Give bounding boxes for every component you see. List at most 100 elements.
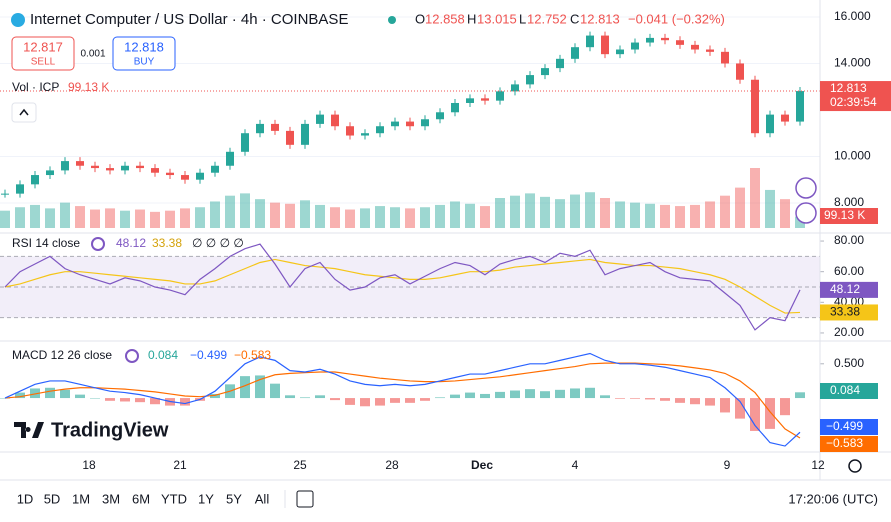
candle: [376, 126, 384, 134]
macd-histogram-bar: [705, 398, 715, 406]
candle: [676, 40, 684, 45]
ohlc-label: O: [415, 11, 425, 26]
macd-histogram-bar: [405, 398, 415, 403]
indicator-icon[interactable]: [125, 349, 139, 363]
candle: [706, 49, 714, 52]
rsi-ma-badge-text: 33.38: [830, 305, 860, 319]
candle: [586, 35, 594, 48]
sell-button[interactable]: [11, 36, 75, 71]
volume-bar: [450, 201, 460, 228]
candle: [751, 79, 759, 134]
volume-bar: [420, 207, 430, 228]
signal-badge-text: −0.583: [826, 436, 863, 450]
macd-histogram-bar: [450, 394, 460, 399]
volume-bar: [750, 168, 760, 228]
collapse-button[interactable]: [11, 102, 37, 123]
macd-histogram-bar: [240, 376, 250, 399]
volume-badge-text: 99.13 K: [824, 208, 865, 222]
timeframe-button[interactable]: 1Y: [198, 491, 214, 506]
timeframe-button[interactable]: 5D: [44, 491, 61, 506]
indicator-icon[interactable]: [91, 237, 105, 251]
candle: [796, 91, 804, 122]
macd-histogram-bar: [540, 391, 550, 399]
macd-histogram-bar: [390, 398, 400, 403]
sell-label: SELL: [31, 57, 56, 68]
symbol-title[interactable]: Internet Computer / US Dollar · 4h · COI…: [30, 11, 348, 28]
ohlc-label: C: [570, 11, 579, 26]
macd-histogram-bar: [765, 398, 775, 429]
countdown-text: 02:39:54: [830, 95, 877, 109]
rsi-legend: RSI 14 close: [12, 236, 80, 250]
symbol-logo: [11, 13, 25, 27]
timeframe-button[interactable]: All: [255, 491, 270, 506]
macd-histogram-bar: [300, 397, 310, 399]
volume-bar: [795, 216, 805, 228]
last-price-text: 12.813: [830, 81, 867, 95]
candle: [511, 84, 519, 92]
ohlc-value: 12.752: [527, 11, 567, 26]
timeframe-button[interactable]: 1M: [72, 491, 90, 506]
volume-bar: [180, 208, 190, 228]
volume-bar: [780, 199, 790, 228]
macd-histogram-bar: [60, 389, 70, 399]
volume-bar: [300, 200, 310, 228]
candle: [466, 98, 474, 103]
macd-tick-label: 0.500: [834, 356, 864, 370]
candle: [406, 121, 414, 127]
date-range-button[interactable]: [296, 490, 314, 508]
volume-bar: [105, 208, 115, 228]
macd-legend-signal: −0.583: [234, 348, 271, 362]
candle: [91, 165, 99, 169]
rsi-tick-label: 20.00: [834, 325, 864, 339]
candle: [691, 44, 699, 50]
candle: [346, 126, 354, 136]
volume-bar: [240, 193, 250, 228]
candle: [286, 130, 294, 145]
timeframe-button[interactable]: YTD: [161, 491, 187, 506]
ohlc-value: 12.813: [580, 11, 620, 26]
volume-bar: [135, 209, 145, 228]
buy-button[interactable]: [112, 36, 176, 71]
macd-legend-hist: 0.084: [148, 348, 178, 362]
volume-bar: [720, 195, 730, 228]
rsi-ma-line: [4, 258, 801, 314]
settings-button[interactable]: [848, 459, 862, 473]
volume-bar: [690, 204, 700, 228]
timeframe-button[interactable]: 5Y: [226, 491, 242, 506]
candle: [391, 121, 399, 127]
candle: [331, 114, 339, 127]
volume-bar: [570, 194, 580, 228]
price-tick-label: 14.000: [834, 56, 871, 70]
volume-legend-value: 99.13 K: [68, 80, 109, 94]
macd-histogram-bar: [555, 389, 565, 399]
alerts-button[interactable]: [795, 202, 817, 224]
macd-histogram-bar: [615, 398, 625, 399]
sell-price: 12.817: [23, 39, 63, 54]
volume-badge: [820, 208, 878, 224]
timeframe-button[interactable]: 6M: [132, 491, 150, 506]
macd-hist-badge: [820, 383, 878, 399]
volume-bar: [675, 206, 685, 228]
candle: [661, 37, 669, 41]
timeframe-button[interactable]: 1D: [17, 491, 34, 506]
timeframe-button[interactable]: 3M: [102, 491, 120, 506]
macd-histogram-bar: [510, 390, 520, 399]
candle: [256, 123, 264, 134]
volume-bar: [285, 203, 295, 228]
macd-histogram-bar: [45, 387, 55, 399]
volume-bar: [315, 204, 325, 228]
volume-bar: [120, 210, 130, 228]
macd-histogram-bar: [150, 398, 160, 405]
candle: [571, 47, 579, 59]
macd-histogram-bar: [90, 398, 100, 399]
assistant-button[interactable]: [795, 177, 817, 199]
macd-badge-text: −0.499: [826, 419, 863, 433]
volume-bar: [345, 209, 355, 228]
last-price-badge: [820, 81, 891, 112]
ohlc-value: 12.858: [425, 11, 465, 26]
candle: [541, 68, 549, 76]
macd-histogram-bar: [270, 383, 280, 399]
macd-histogram-bar: [645, 398, 655, 400]
macd-histogram-bar: [180, 398, 190, 406]
macd-histogram-bar: [795, 392, 805, 399]
